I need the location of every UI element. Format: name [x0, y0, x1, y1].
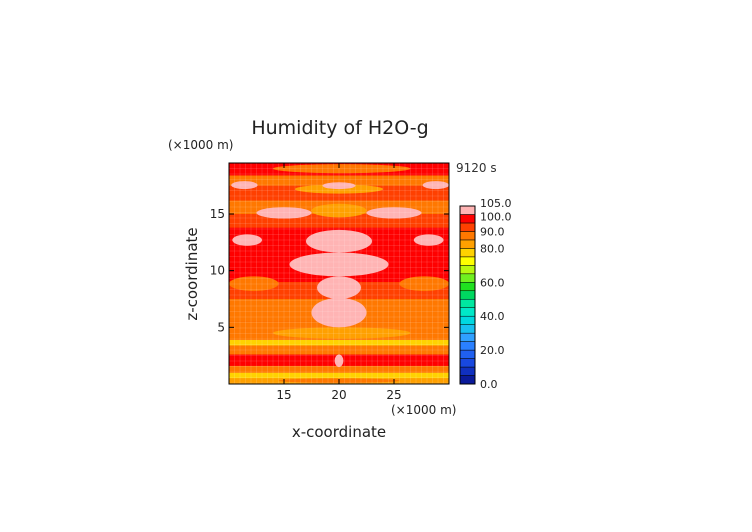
humidity-band	[229, 345, 449, 355]
colorbar-swatch	[459, 248, 476, 258]
colorbar-label: 105.0	[480, 197, 512, 210]
colorbar-swatch	[459, 222, 476, 232]
colorbar-swatch	[459, 290, 476, 300]
humidity-patch	[317, 276, 361, 299]
colorbar-frame	[459, 205, 476, 385]
humidity-band	[229, 372, 449, 379]
colorbar-swatch	[459, 349, 476, 359]
colorbar-label: 90.0	[480, 225, 505, 238]
colorbar-swatch	[459, 298, 476, 308]
y-unit-label: (×1000 m)	[168, 138, 233, 152]
humidity-patch	[256, 207, 312, 219]
colorbar-label: 0.0	[480, 378, 498, 391]
y-axis-label: z-coordinate	[183, 227, 201, 320]
x-axis-label: x-coordinate	[292, 423, 386, 441]
colorbar-swatch	[459, 358, 476, 368]
humidity-patch	[273, 164, 411, 174]
colorbar-label: 80.0	[480, 242, 505, 255]
colorbar-swatch	[459, 324, 476, 334]
y-tick-label: 10	[210, 264, 225, 278]
humidity-patch	[232, 234, 262, 246]
colorbar-label: 20.0	[480, 344, 505, 357]
humidity-patch	[399, 276, 449, 292]
colorbar-swatch	[459, 205, 476, 215]
humidity-patch	[413, 234, 444, 246]
colorbar-swatch	[459, 315, 476, 325]
x-unit-label: (×1000 m)	[391, 403, 456, 417]
axis-ticks: 15 20 25 5 10 15	[210, 163, 449, 402]
time-label: 9120 s	[456, 161, 497, 175]
colorbar-swatch	[459, 273, 476, 283]
colorbar-label: 60.0	[480, 276, 505, 289]
colorbar-swatch	[459, 307, 476, 317]
plot-grid	[229, 163, 449, 384]
colorbar-swatch	[459, 231, 476, 241]
humidity-patch	[231, 181, 258, 190]
colorbar-swatch	[459, 366, 476, 376]
humidity-band	[229, 175, 449, 186]
humidity-patch	[422, 181, 449, 190]
humidity-patch	[289, 252, 389, 277]
humidity-patch	[366, 207, 422, 219]
humidity-band	[229, 339, 449, 346]
humidity-patch	[334, 354, 344, 367]
colorbar-swatch	[459, 265, 476, 275]
humidity-patch	[311, 297, 367, 328]
colorbar-swatch	[459, 341, 476, 351]
x-tick-label: 25	[386, 388, 401, 402]
y-tick-label: 15	[210, 207, 225, 221]
humidity-patch	[306, 229, 372, 253]
humidity-patch	[311, 203, 367, 218]
humidity-patch	[273, 327, 411, 339]
chart-title: Humidity of H2O-g	[251, 117, 428, 139]
x-tick-label: 15	[276, 388, 291, 402]
x-tick-label: 20	[331, 388, 346, 402]
colorbar-swatch	[459, 375, 476, 385]
colorbar-swatch	[459, 214, 476, 224]
y-tick-label: 5	[217, 320, 225, 334]
humidity-field	[229, 163, 449, 384]
humidity-patch	[322, 182, 356, 190]
colorbar-label: 40.0	[480, 310, 505, 323]
colorbar-swatch	[459, 332, 476, 342]
colorbar-swatch	[459, 282, 476, 292]
colorbar-label: 100.0	[480, 210, 512, 223]
humidity-patch	[229, 276, 279, 292]
colorbar-swatch	[459, 256, 476, 266]
humidity-band	[229, 365, 449, 373]
colorbar-swatch	[459, 239, 476, 249]
